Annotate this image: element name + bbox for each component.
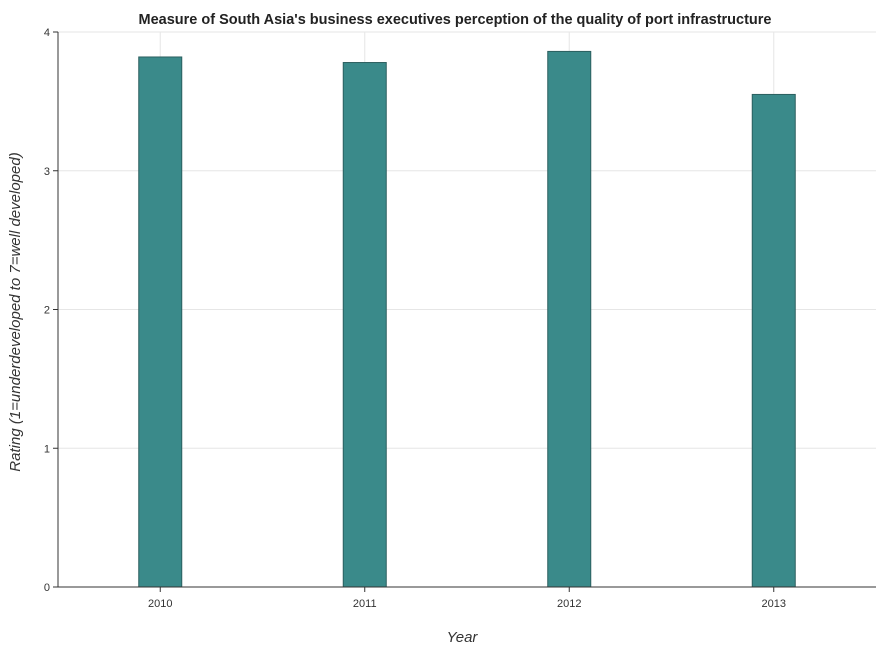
y-tick-label: 4 [44, 27, 50, 39]
x-tick-label: 2010 [148, 598, 172, 610]
x-tick-label: 2013 [762, 598, 786, 610]
bar-2010 [138, 56, 183, 588]
bars [138, 50, 796, 588]
y-axis-label: Rating (1=underdeveloped to 7=well devel… [7, 152, 24, 471]
x-tick-label: 2012 [557, 598, 581, 610]
bar-2012 [547, 50, 592, 588]
bar-2011 [342, 62, 387, 588]
y-tick-label: 2 [44, 305, 50, 317]
y-tick-label: 1 [44, 443, 50, 455]
chart-title: Measure of South Asia's business executi… [139, 12, 772, 28]
bar-2013 [751, 93, 796, 588]
y-tick-label: 3 [44, 166, 50, 178]
axes: 0 1 2 3 4 2010 2011 2012 2013 [44, 27, 876, 610]
x-tick-label: 2011 [353, 598, 377, 610]
x-axis-label: Year [447, 629, 479, 646]
y-tick-label: 0 [44, 582, 50, 594]
